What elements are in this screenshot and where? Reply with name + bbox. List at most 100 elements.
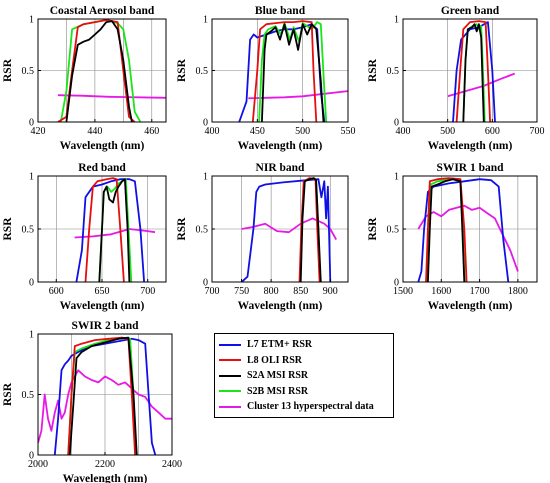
chart-title: NIR band <box>256 162 306 174</box>
series-line-s2a <box>98 178 131 282</box>
y-tick-label: 0.5 <box>22 390 35 401</box>
legend-swatch-cluster <box>219 405 241 408</box>
x-tick-label: 1700 <box>470 286 490 297</box>
series-line-l8 <box>251 20 318 122</box>
chart-title: SWIR 1 band <box>436 162 504 174</box>
series-line-l7 <box>75 178 145 282</box>
x-axis-label: Wavelength (nm) <box>428 300 513 312</box>
chart-title: Red band <box>78 162 126 174</box>
x-tick-label: 900 <box>323 286 338 297</box>
y-tick-label: 0.5 <box>196 225 209 236</box>
x-tick-label: 550 <box>341 126 356 137</box>
x-tick-label: 450 <box>250 126 265 137</box>
series-line-l7 <box>240 178 332 282</box>
chart-blue: 400 450 500 550 0 0.5 1 Blue band Wavelength (nm… <box>176 5 356 152</box>
legend-item-cluster: Cluster 13 hyperspectral data <box>219 399 389 415</box>
y-tick-label: 0 <box>203 278 208 289</box>
x-tick-label: 600 <box>485 126 500 137</box>
chart-title: SWIR 2 band <box>71 320 139 332</box>
series-line-cluster <box>417 204 519 272</box>
x-tick-label: 1500 <box>393 286 413 297</box>
y-tick-label: 0 <box>203 118 208 129</box>
series-line-cluster <box>248 90 348 100</box>
x-axis-label: Wavelength (nm) <box>60 300 145 312</box>
series-line-l8 <box>67 336 136 455</box>
series-line-cluster <box>57 94 166 99</box>
y-tick-label: 0 <box>29 451 34 462</box>
y-tick-label: 0 <box>394 118 399 129</box>
legend-swatch-s2a <box>219 374 241 377</box>
y-tick-label: 1 <box>394 172 399 183</box>
series-line-s2a <box>65 20 133 122</box>
y-tick-label: 1 <box>394 15 399 26</box>
legend-label-s2a: S2A MSI RSR <box>247 370 309 382</box>
chart-swir1: 1500 1600 1700 1800 0 0.5 1 SWIR 1 band Waveleng… <box>367 162 538 312</box>
y-axis-label: RSR <box>176 217 188 241</box>
series-line-s2a <box>299 177 322 282</box>
x-tick-label: 1600 <box>431 286 451 297</box>
y-axis-label: RSR <box>176 58 188 82</box>
x-tick-label: 2400 <box>162 459 182 470</box>
y-tick-label: 0.5 <box>196 66 209 77</box>
y-tick-label: 1 <box>203 172 208 183</box>
legend-item-l8: L8 OLI RSR <box>219 353 389 369</box>
x-tick-label: 700 <box>140 286 155 297</box>
chart-swir2: 2000 2200 2400 0 0.5 1 SWIR 2 band Wavelength (… <box>2 320 182 483</box>
legend-item-l7: L7 ETM+ RSR <box>219 337 389 353</box>
series-line-l8 <box>455 20 491 122</box>
y-tick-label: 0.5 <box>22 66 35 77</box>
series-line-l7 <box>452 21 496 122</box>
series-line-l8 <box>425 177 468 282</box>
chart-title: Coastal Aerosol band <box>50 5 155 17</box>
legend-label-cluster: Cluster 13 hyperspectral data <box>247 401 374 413</box>
y-tick-label: 1 <box>203 15 208 26</box>
x-axis-label: Wavelength (nm) <box>63 473 148 483</box>
x-tick-label: 500 <box>440 126 455 137</box>
legend-label-l8: L8 OLI RSR <box>247 354 303 366</box>
y-tick-label: 0.5 <box>22 225 35 236</box>
chart-green: 400 500 600 700 0 0.5 1 Green band Wavelength (n… <box>367 5 545 152</box>
legend-swatch-l7 <box>219 343 241 346</box>
x-tick-label: 1800 <box>508 286 528 297</box>
x-tick-label: 850 <box>293 286 308 297</box>
y-tick-label: 0 <box>29 278 34 289</box>
x-axis-label: Wavelength (nm) <box>238 300 323 312</box>
chart-coastal: 420 440 460 0 0.5 1 Coastal Aerosol band Wavele… <box>2 5 167 152</box>
y-axis-label: RSR <box>367 217 379 241</box>
x-tick-label: 400 <box>396 126 411 137</box>
chart-nir: 700 750 800 850 900 0 0.5 1 NIR band Wavelength (… <box>176 162 349 312</box>
x-tick-label: 400 <box>205 126 220 137</box>
x-tick-label: 800 <box>264 286 279 297</box>
legend-swatch-l8 <box>219 359 241 362</box>
y-tick-label: 1 <box>29 15 34 26</box>
x-tick-label: 420 <box>31 126 46 137</box>
y-tick-label: 1 <box>29 172 34 183</box>
x-axis-label: Wavelength (nm) <box>60 140 145 152</box>
y-axis-label: RSR <box>2 217 14 241</box>
x-tick-label: 650 <box>95 286 110 297</box>
x-tick-label: 440 <box>87 126 102 137</box>
series-line-s2a <box>261 23 325 122</box>
x-tick-label: 700 <box>205 286 220 297</box>
legend-swatch-s2b <box>219 390 241 393</box>
x-tick-label: 500 <box>295 126 310 137</box>
series-line-l8 <box>84 177 125 282</box>
y-tick-label: 0 <box>394 278 399 289</box>
chart-title: Blue band <box>255 5 306 17</box>
x-axis-label: Wavelength (nm) <box>238 140 323 152</box>
x-tick-label: 2000 <box>28 459 48 470</box>
series-line-s2a <box>427 178 466 282</box>
legend-label-s2b: S2B MSI RSR <box>247 385 309 397</box>
y-tick-label: 0.5 <box>387 66 400 77</box>
x-tick-label: 460 <box>144 126 159 137</box>
legend-item-s2a: S2A MSI RSR <box>219 368 389 384</box>
x-tick-label: 750 <box>234 286 249 297</box>
x-tick-label: 700 <box>530 126 545 137</box>
series-line-cluster <box>241 217 337 241</box>
y-axis-label: RSR <box>2 382 14 406</box>
chart-red: 600 650 700 0 0.5 1 Red band Wavelength (nm) RSR <box>2 162 167 312</box>
y-tick-label: 1 <box>29 330 34 341</box>
x-tick-label: 2200 <box>95 459 115 470</box>
y-tick-label: 0.5 <box>387 225 400 236</box>
